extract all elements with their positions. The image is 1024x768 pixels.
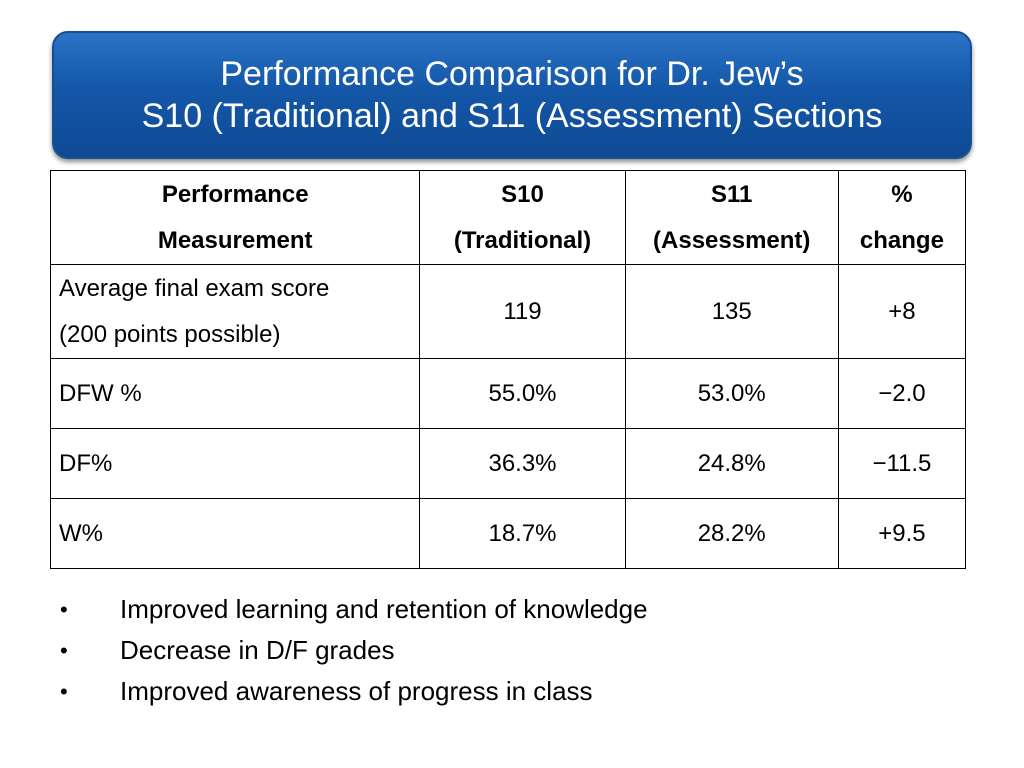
table-header-row: Performance Measurement S10 (Traditional… bbox=[49, 170, 967, 265]
change-value: +9.5 bbox=[837, 498, 967, 569]
table-row: DF% 36.3% 24.8% −11.5 bbox=[49, 428, 967, 499]
s11-value: 135 bbox=[624, 264, 839, 359]
table-row: DFW % 55.0% 53.0% −2.0 bbox=[49, 358, 967, 429]
table-row: W% 18.7% 28.2% +9.5 bbox=[49, 498, 967, 569]
bullet-list: • Improved learning and retention of kno… bbox=[60, 589, 648, 712]
s11-value: 24.8% bbox=[624, 428, 839, 499]
header-performance-measurement: Performance Measurement bbox=[49, 170, 421, 265]
measure-cell: Average final exam score (200 points pos… bbox=[49, 264, 421, 359]
s11-value: 28.2% bbox=[624, 498, 839, 569]
change-value: −2.0 bbox=[837, 358, 967, 429]
slide-title-line-2: S10 (Traditional) and S11 (Assessment) S… bbox=[141, 97, 883, 135]
measure-cell: DF% bbox=[49, 428, 421, 499]
bullet-text: Decrease in D/F grades bbox=[120, 635, 395, 665]
slide-title-banner: Performance Comparison for Dr. Jew’s S10… bbox=[52, 31, 972, 159]
measure-cell: W% bbox=[49, 498, 421, 569]
bullet-item: • Improved learning and retention of kno… bbox=[60, 589, 648, 630]
bullet-item: • Decrease in D/F grades bbox=[60, 630, 648, 671]
change-value: +8 bbox=[837, 264, 967, 359]
header-percent-change: % change bbox=[837, 170, 967, 265]
bullet-symbol: • bbox=[60, 596, 68, 622]
s11-value: 53.0% bbox=[624, 358, 839, 429]
measure-cell: DFW % bbox=[49, 358, 421, 429]
performance-table: Performance Measurement S10 (Traditional… bbox=[49, 170, 967, 569]
bullet-item: • Improved awareness of progress in clas… bbox=[60, 671, 648, 712]
table-row: Average final exam score (200 points pos… bbox=[49, 264, 967, 359]
s10-value: 36.3% bbox=[419, 428, 626, 499]
s10-value: 119 bbox=[419, 264, 626, 359]
s10-value: 55.0% bbox=[419, 358, 626, 429]
bullet-text: Improved awareness of progress in class bbox=[120, 676, 593, 706]
header-s11: S11 (Assessment) bbox=[624, 170, 839, 265]
bullet-text: Improved learning and retention of knowl… bbox=[120, 594, 648, 624]
bullet-symbol: • bbox=[60, 637, 68, 663]
header-s10: S10 (Traditional) bbox=[419, 170, 626, 265]
s10-value: 18.7% bbox=[419, 498, 626, 569]
slide-title-line-1: Performance Comparison for Dr. Jew’s bbox=[220, 55, 804, 93]
bullet-symbol: • bbox=[60, 678, 68, 704]
change-value: −11.5 bbox=[837, 428, 967, 499]
